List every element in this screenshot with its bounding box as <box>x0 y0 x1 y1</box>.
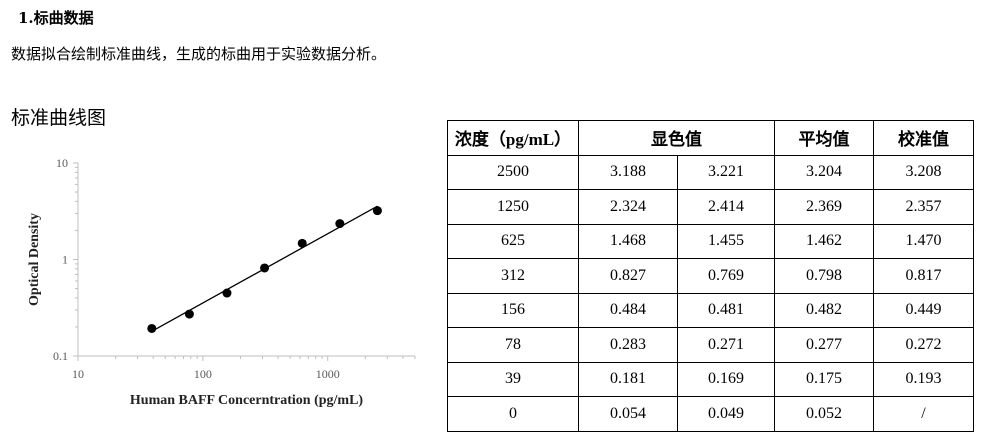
table-cell: 0.817 <box>873 258 974 294</box>
table-cell: 3.208 <box>873 154 974 190</box>
table-row: 2500 3.188 3.221 3.204 3.208 <box>447 154 974 190</box>
table-row: 1250 2.324 2.414 2.369 2.357 <box>447 189 974 225</box>
data-point <box>297 238 307 248</box>
table-row: 625 1.468 1.455 1.462 1.470 <box>447 223 974 259</box>
chart-title: 标准曲线图 <box>11 107 107 129</box>
data-point <box>184 309 194 319</box>
table-cell: 1.468 <box>578 223 678 259</box>
header-concentration: 浓度（pg/mL） <box>447 120 579 156</box>
table-header-row: 浓度（pg/mL） 显色值 平均值 校准值 <box>447 120 974 156</box>
table-cell: 0.271 <box>677 327 775 363</box>
table-cell: 0.054 <box>578 396 678 432</box>
table-cell: 3.221 <box>677 154 775 190</box>
table-cell: 2500 <box>447 154 579 190</box>
table-cell: 0.169 <box>677 361 775 397</box>
table-cell: 0.175 <box>774 361 874 397</box>
y-tick-label: 10 <box>56 156 68 170</box>
y-tick-label: 0.1 <box>53 349 68 363</box>
header-mean: 平均值 <box>774 120 874 156</box>
table-cell: 0 <box>447 396 579 432</box>
table-cell: 1.455 <box>677 223 775 259</box>
table-cell: / <box>873 396 974 432</box>
table-cell: 0.481 <box>677 292 775 328</box>
table-cell: 2.414 <box>677 189 775 225</box>
table-cell: 78 <box>447 327 579 363</box>
table-cell: 3.188 <box>578 154 678 190</box>
table-cell: 2.357 <box>873 189 974 225</box>
table-row: 78 0.283 0.271 0.277 0.272 <box>447 327 974 363</box>
standard-data-table: 浓度（pg/mL） 显色值 平均值 校准值 2500 3.188 3.221 3.20… <box>447 120 974 432</box>
data-point <box>222 288 232 298</box>
table-cell: 0.482 <box>774 292 874 328</box>
header-calibrated: 校准值 <box>873 120 974 156</box>
y-axis-title: Optical Density <box>27 213 42 306</box>
table-cell: 1.462 <box>774 223 874 259</box>
table-cell: 156 <box>447 292 579 328</box>
data-point <box>335 219 345 229</box>
table-cell: 1250 <box>447 189 579 225</box>
data-point <box>260 263 270 273</box>
header-od-value: 显色值 <box>578 120 775 156</box>
table-cell: 625 <box>447 223 579 259</box>
table-cell: 0.484 <box>578 292 678 328</box>
table-cell: 0.283 <box>578 327 678 363</box>
table-row: 0 0.054 0.049 0.052/ <box>447 396 974 432</box>
section-heading: 1.标曲数据 <box>18 9 94 27</box>
table-cell: 0.769 <box>677 258 775 294</box>
standard-curve-chart: 10 1 0.1 10 100 1000 Human BAFF Concerntration… <box>27 156 416 408</box>
table-cell: 312 <box>447 258 579 294</box>
table-row: 156 0.484 0.481 0.482 0.449 <box>447 292 974 328</box>
table-cell: 2.369 <box>774 189 874 225</box>
y-tick-label: 1 <box>62 253 68 267</box>
table-cell: 0.181 <box>578 361 678 397</box>
table-row: 39 0.181 0.169 0.175 0.193 <box>447 361 974 397</box>
x-axis-title: Human BAFF Concerntration (pg/mL) <box>130 393 364 408</box>
table-cell: 0.798 <box>774 258 874 294</box>
x-tick-label: 1000 <box>316 367 340 381</box>
table-cell: 0.277 <box>774 327 874 363</box>
table-cell: 0.449 <box>873 292 974 328</box>
data-point <box>147 323 157 333</box>
table-cell: 0.827 <box>578 258 678 294</box>
table-cell: 3.204 <box>774 154 874 190</box>
x-tick-label: 100 <box>194 367 212 381</box>
table-cell: 0.193 <box>873 361 974 397</box>
x-tick-label: 10 <box>72 367 84 381</box>
data-point <box>372 206 382 216</box>
table-row: 312 0.827 0.769 0.798 0.817 <box>447 258 974 294</box>
table-cell: 0.272 <box>873 327 974 363</box>
table-cell: 0.049 <box>677 396 775 432</box>
table-cell: 39 <box>447 361 579 397</box>
intro-text: 数据拟合绘制标准曲线，生成的标曲用于实验数据分析。 <box>11 45 387 63</box>
table-cell: 0.052 <box>774 396 874 432</box>
table-cell: 2.324 <box>578 189 678 225</box>
table-cell: 1.470 <box>873 223 974 259</box>
